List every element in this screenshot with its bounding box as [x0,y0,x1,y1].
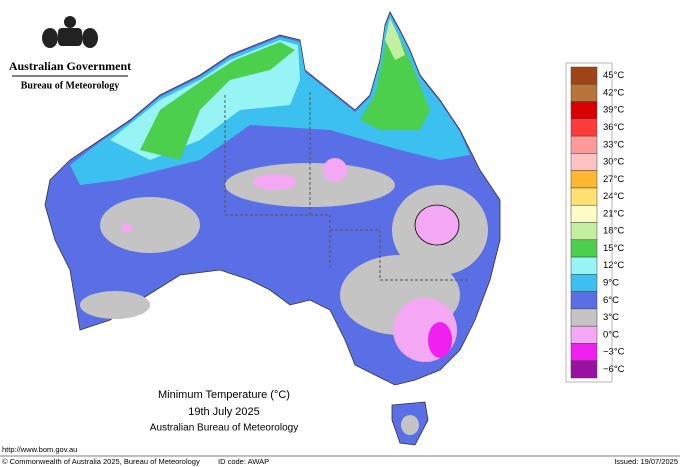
legend-swatch [570,101,598,120]
frost-centre [253,174,297,190]
crest [42,16,98,48]
legend-swatch [570,291,598,310]
legend-swatch [570,274,598,292]
frost-east [414,204,460,246]
legend-swatch [570,66,598,85]
legend-label: 45°C [603,70,624,81]
legend-swatch [570,135,598,154]
footer-id: ID code: AWAP [218,457,269,466]
state-border [330,229,470,281]
legend-label: 3°C [603,312,619,323]
legend-label: 42°C [603,87,624,98]
legend-frame [565,62,613,383]
agency: Australian Government [9,59,131,73]
legend-label: 6°C [603,295,619,306]
legend-swatch [570,239,598,258]
map [44,11,501,446]
warm-cape [360,30,430,130]
legend-label: −6°C [603,364,625,375]
legend-label: 33°C [603,139,624,150]
legend-label: −3°C [603,347,625,358]
footer-url: http://www.bom.gov.au [2,445,77,454]
warm-north [140,42,295,160]
bureau: Bureau of Meteorology [21,80,120,91]
legend-swatch [570,308,598,327]
legend-swatch [570,222,598,241]
legend-label: 12°C [603,260,624,271]
cold-southwest [80,291,150,319]
map-date: 19th July 2025 [188,406,260,418]
legend-swatch [570,360,598,379]
legend-label: 24°C [603,191,624,202]
legend-label: 30°C [603,157,624,168]
cold-tasmania [401,415,419,435]
legend: 45°C 42°C 39°C 36°C 33°C 30°C 27°C 24°C 21°C 18°C… [565,62,625,383]
severe-frost [428,322,452,358]
footer-issued: Issued: 19/07/2025 [614,457,678,466]
legend-swatch [570,84,598,102]
legend-swatch [570,343,598,361]
footer-copyright: © Commonwealth of Australia 2025, Bureau… [2,457,200,466]
legend-swatch [570,187,598,206]
legend-swatch [570,153,598,171]
legend-label: 39°C [603,105,624,116]
legend-swatch [570,170,598,189]
cold-west [100,197,200,253]
legend-label: 21°C [603,208,624,219]
legend-label: 18°C [603,226,624,237]
frost-west [122,223,132,233]
legend-label: 0°C [603,329,619,340]
map-title: Minimum Temperature (°C) [158,389,290,401]
legend-label: 15°C [603,243,624,254]
frost-centre2 [323,158,347,182]
legend-swatch [570,325,598,344]
legend-label: 36°C [603,122,624,133]
cape-tip [385,18,405,60]
legend-swatch [570,204,598,223]
legend-label: 27°C [603,174,624,185]
legend-swatch [570,118,598,137]
legend-swatch [570,256,598,275]
map-source: Australian Bureau of Meteorology [150,423,298,434]
legend-label: 9°C [603,277,619,288]
